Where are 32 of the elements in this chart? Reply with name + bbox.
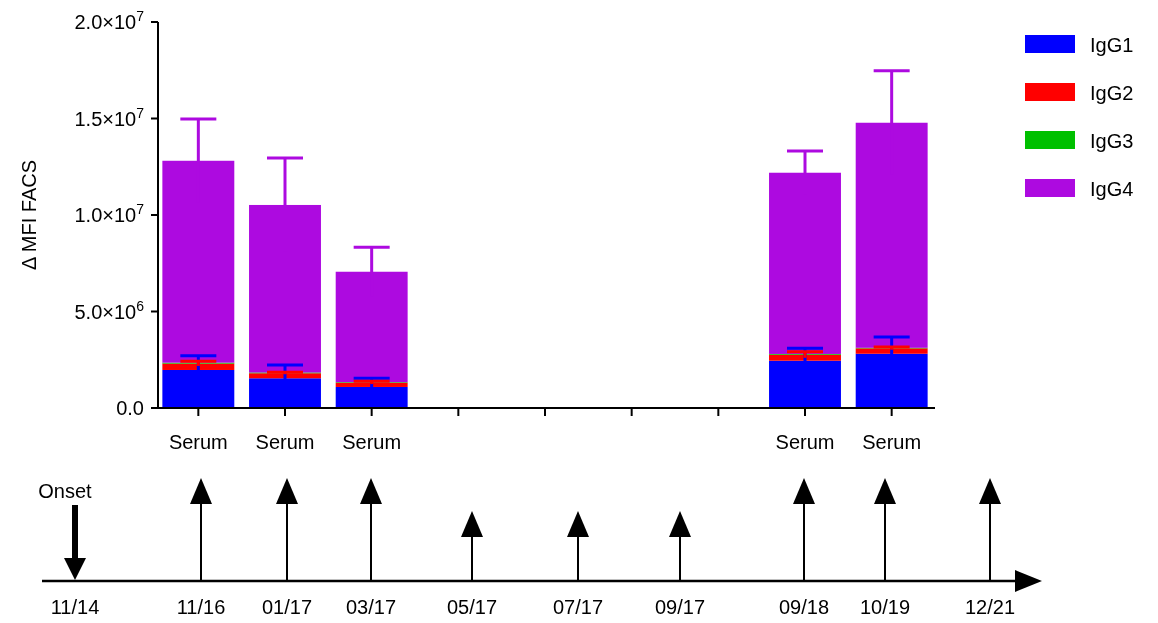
y-tick-label: 2.0×10$^{7}$ [74, 8, 145, 33]
x-tick-label: Serum [862, 431, 922, 453]
y-axis-title: Δ MFI FACS [18, 159, 40, 271]
y-tick-label: 1.0×10$^{7}$ [74, 201, 145, 226]
bar [855, 348, 928, 354]
y-tick-label: 5.0×10$^{6}$ [74, 297, 145, 323]
x-tick-label: Serum [342, 431, 402, 453]
bar [769, 354, 841, 361]
y-tick-label: 0.0 [116, 397, 144, 419]
bar [335, 386, 408, 408]
x-tick-label: Serum [775, 431, 835, 453]
legend-label: IgG3 [1090, 130, 1134, 152]
text: 01/17 [261, 596, 313, 618]
text: 07/17 [552, 596, 604, 618]
bar [335, 382, 408, 387]
x-tick-label: Serum [168, 431, 228, 453]
bar [162, 363, 235, 370]
text: 12/21 [964, 596, 1016, 618]
legend-label: IgG2 [1090, 82, 1134, 104]
text: Onset [38, 480, 93, 502]
text: 09/17 [654, 596, 706, 618]
legend-label: IgG4 [1090, 178, 1134, 200]
y-tick-label: 1.5×10$^{7}$ [74, 104, 145, 130]
x-tick-label: Serum [255, 431, 315, 453]
text: 03/17 [345, 596, 397, 618]
text: 05/17 [446, 596, 498, 618]
bar [769, 360, 841, 408]
legend-label: IgG1 [1090, 34, 1134, 56]
text: 11/16 [176, 596, 226, 618]
text: 10/19 [859, 596, 911, 618]
text: 11/14 [50, 596, 100, 618]
text: 09/18 [778, 596, 830, 618]
